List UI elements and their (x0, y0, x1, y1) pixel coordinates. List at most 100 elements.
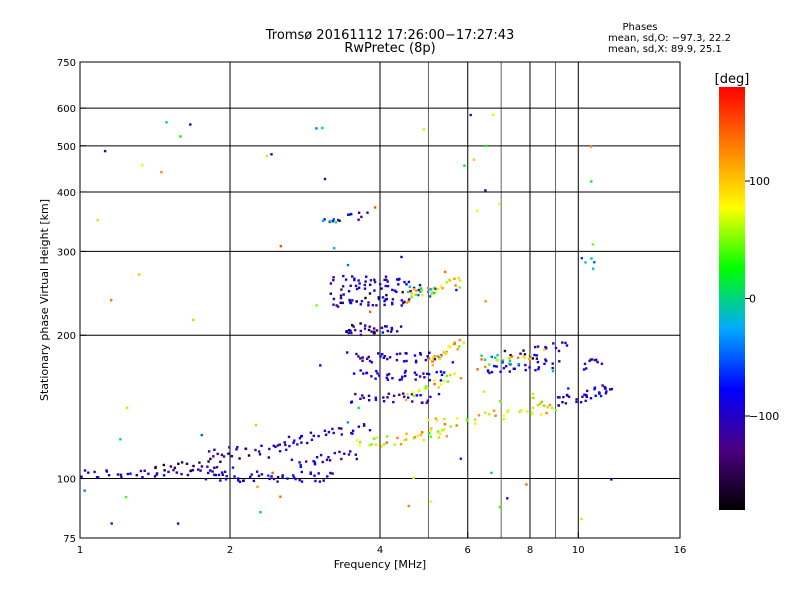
data-point (403, 300, 406, 303)
data-point (267, 456, 270, 459)
data-point (290, 458, 294, 461)
data-point (338, 219, 341, 222)
data-point (331, 472, 334, 475)
data-point (426, 387, 429, 390)
data-point (116, 473, 120, 476)
data-point (165, 121, 168, 124)
data-point (257, 450, 261, 453)
data-point (224, 478, 228, 481)
data-point (365, 371, 368, 375)
data-point (424, 358, 427, 362)
data-point (414, 359, 418, 362)
chart-title: Tromsø 20161112 17:26:00−17:27:43 (265, 28, 515, 43)
data-point (543, 362, 546, 365)
data-point (496, 354, 499, 357)
data-point (298, 478, 301, 482)
data-point (507, 409, 510, 412)
data-point (83, 469, 87, 472)
data-point (293, 476, 296, 479)
data-point (418, 375, 422, 378)
data-point (329, 282, 333, 285)
data-point (350, 331, 353, 335)
data-point (373, 280, 377, 284)
data-point (347, 290, 351, 293)
data-point (431, 356, 435, 359)
data-point (340, 288, 343, 291)
data-point (377, 352, 380, 355)
data-point (105, 470, 109, 473)
data-point (386, 329, 389, 333)
data-point (579, 401, 583, 404)
data-point (176, 522, 180, 525)
data-point (373, 437, 376, 440)
data-point (441, 287, 444, 290)
data-point (554, 409, 557, 412)
data-point (236, 446, 239, 449)
data-point (557, 349, 561, 353)
data-point (393, 289, 397, 292)
data-point (211, 470, 214, 473)
data-point (292, 441, 295, 444)
data-point (373, 278, 376, 281)
data-point (421, 431, 424, 434)
data-point (502, 367, 506, 370)
data-point (501, 358, 504, 361)
data-point (227, 452, 230, 455)
data-point (221, 473, 224, 476)
phases-header: Phases (622, 22, 658, 33)
data-point (516, 356, 520, 359)
data-point (216, 452, 219, 456)
x-axis: 1 2 4 6 8 10 16 (77, 532, 686, 556)
data-point (520, 409, 523, 412)
data-point (431, 358, 434, 361)
data-point (605, 390, 608, 393)
data-point (473, 418, 477, 421)
data-point (317, 434, 320, 438)
data-point (374, 443, 378, 446)
data-point (96, 219, 99, 222)
data-point (403, 438, 406, 442)
data-point (351, 429, 355, 432)
data-point (386, 284, 390, 288)
data-point (359, 440, 362, 444)
y-axis: 75 100 200 300 400 500 600 750 (57, 58, 86, 545)
data-point (377, 296, 380, 299)
data-point (391, 288, 394, 292)
data-point (524, 363, 527, 367)
data-point (586, 389, 589, 393)
data-point (382, 356, 385, 359)
data-point (119, 438, 122, 441)
data-point (546, 406, 549, 409)
data-point (453, 372, 456, 375)
data-point (590, 180, 593, 183)
data-point (443, 428, 446, 431)
data-point (531, 413, 534, 416)
colorbar-ticks: 100 0 −100 (745, 175, 779, 423)
data-point (410, 292, 413, 295)
data-point (454, 284, 457, 287)
data-point (528, 358, 531, 361)
data-point (357, 218, 360, 221)
data-point (389, 330, 393, 333)
data-point (362, 423, 366, 426)
data-point (180, 472, 183, 476)
data-point (536, 403, 540, 407)
data-point (536, 345, 540, 348)
data-point (332, 431, 335, 435)
data-point (429, 500, 433, 503)
data-point (292, 474, 295, 477)
data-point (407, 280, 411, 284)
data-point (418, 388, 421, 391)
data-point (347, 328, 351, 332)
data-point (444, 352, 448, 356)
data-point (382, 396, 385, 399)
data-point (407, 396, 410, 399)
data-point (407, 300, 410, 303)
data-point (321, 460, 324, 464)
data-point (492, 409, 496, 412)
data-point (528, 366, 531, 369)
data-point (386, 357, 389, 361)
data-point (512, 367, 515, 370)
data-point (339, 294, 343, 297)
